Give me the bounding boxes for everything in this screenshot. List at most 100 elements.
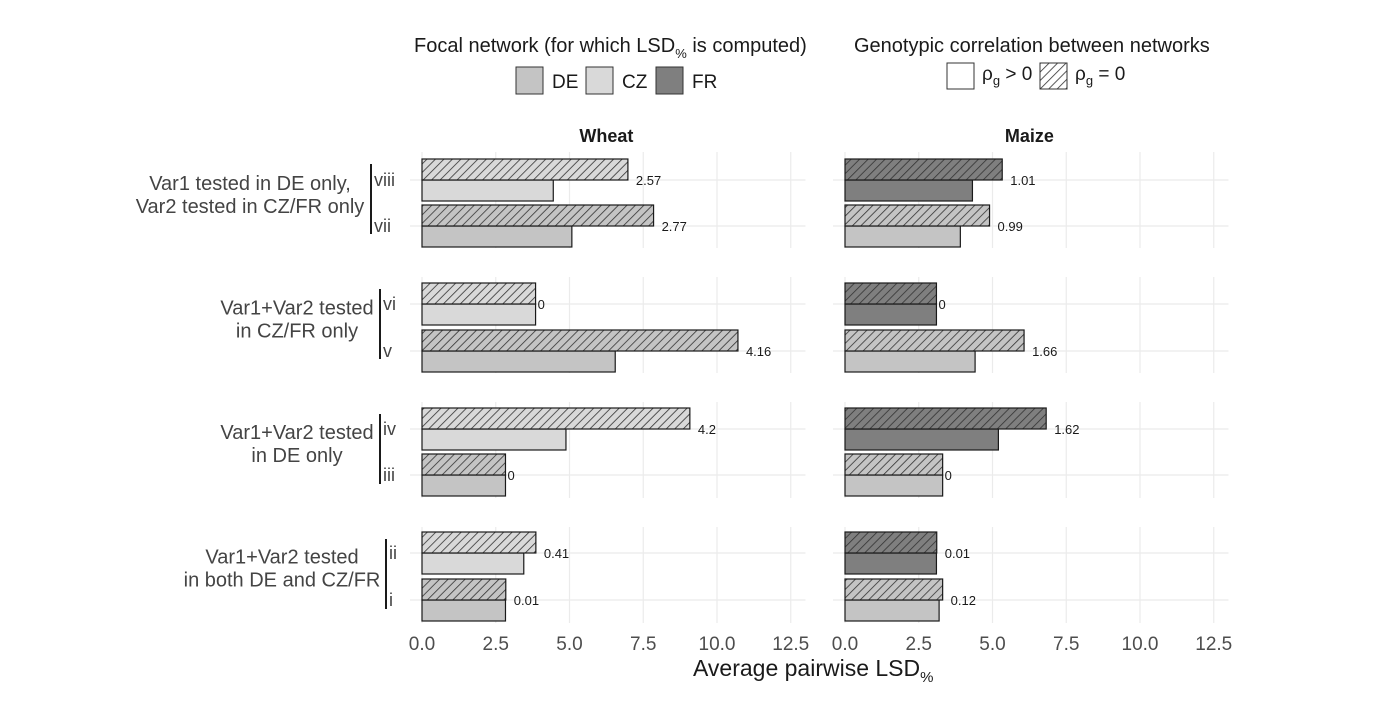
bar-rho-positive (844, 303, 938, 326)
value-label: 2.57 (636, 173, 661, 188)
legend-label-rho-positive: ρg > 0 (982, 64, 1032, 88)
correlation-legend: Genotypic correlation between networks ρ… (854, 35, 1210, 90)
value-label: 2.77 (662, 219, 687, 234)
bar-rho-positive (421, 552, 525, 575)
bar-rho-zero (421, 407, 691, 430)
bar-rho-zero (421, 329, 739, 352)
value-label: 1.62 (1054, 422, 1079, 437)
legend-label-de: DE (552, 72, 578, 93)
row-label-viii: viii (374, 170, 395, 190)
legend-label-fr: FR (692, 72, 717, 93)
bar-group-vi: 0 (421, 282, 545, 326)
bar-group-iii: 0 (844, 453, 952, 497)
row-label-ii: ii (389, 543, 397, 563)
value-label: 0 (945, 468, 952, 483)
bar-rho-zero (844, 453, 944, 476)
bar-rho-positive (844, 474, 944, 497)
bar-rho-positive (421, 303, 537, 326)
value-label: 0.41 (544, 546, 569, 561)
bar-rho-zero (844, 204, 991, 227)
legend-key-fr (655, 66, 684, 95)
bar-rho-positive (421, 225, 573, 248)
x-tick-label: 7.5 (1053, 634, 1079, 655)
bar-rho-zero (421, 578, 507, 601)
row-label-iii: iii (383, 465, 395, 485)
group-label-line: Var1+Var2 tested (220, 422, 373, 444)
bar-rho-zero (421, 158, 629, 181)
value-label: 1.66 (1032, 344, 1057, 359)
value-label: 0 (507, 468, 514, 483)
bar-rho-zero (844, 282, 938, 305)
group-label-line: Var1 tested in DE only, (149, 173, 351, 195)
bar-group-viii: 2.57 (421, 158, 661, 202)
bar-rho-zero (844, 329, 1025, 352)
x-tick-label: 10.0 (1122, 634, 1159, 655)
bar-group-vi: 0 (844, 282, 946, 326)
x-tick-label: 2.5 (906, 634, 932, 655)
bar-group-v: 1.66 (844, 329, 1057, 373)
x-tick-label: 12.5 (1195, 634, 1232, 655)
value-label: 0.01 (514, 593, 539, 608)
bar-rho-zero (844, 578, 944, 601)
legend-key-rho-positive (946, 62, 975, 90)
x-tick-label: 0.0 (832, 634, 858, 655)
bar-rho-positive (421, 599, 507, 622)
bar-group-v: 4.16 (421, 329, 771, 373)
facet-title: Wheat (579, 126, 633, 146)
row-label-vi: vi (383, 294, 396, 314)
bar-rho-positive (844, 225, 961, 248)
network-legend: Focal network (for which LSD% is compute… (414, 35, 807, 95)
bar-group-i: 0.12 (844, 578, 976, 622)
value-label: 0 (538, 297, 545, 312)
bar-group-iv: 4.2 (421, 407, 716, 451)
facet-maize: Maize 1.01 0.99 0 1.66 1.62 0 0.01 0.12 0.0 2.5 5.0… (832, 126, 1232, 655)
bar-group-viii: 1.01 (844, 158, 1036, 202)
x-tick-label: 2.5 (483, 634, 509, 655)
bar-rho-positive (421, 474, 507, 497)
bar-rho-zero (421, 204, 655, 227)
x-tick-label: 5.0 (979, 634, 1005, 655)
legend-key-de (515, 66, 544, 95)
group-label-line: in CZ/FR only (236, 321, 358, 343)
bar-rho-zero (844, 158, 1003, 181)
row-label-iv: iv (383, 419, 396, 439)
group-labels: Var1 tested in DE only,Var2 tested in CZ… (136, 164, 397, 610)
x-tick-label: 5.0 (556, 634, 582, 655)
row-label-i: i (389, 590, 393, 610)
group-label-line: Var1+Var2 tested (220, 298, 373, 320)
bar-group-ii: 0.41 (421, 531, 569, 575)
bar-rho-positive (421, 428, 567, 451)
x-tick-label: 0.0 (409, 634, 435, 655)
bar-group-ii: 0.01 (844, 531, 970, 575)
bar-group-iv: 1.62 (844, 407, 1080, 451)
x-axis-title: Average pairwise LSD% (693, 655, 933, 686)
legend-label-cz: CZ (622, 72, 648, 93)
bar-rho-positive (844, 599, 940, 622)
bar-rho-positive (421, 179, 554, 202)
value-label: 0.12 (951, 593, 976, 608)
value-label: 4.2 (698, 422, 716, 437)
group-label-line: in both DE and CZ/FR (184, 570, 381, 592)
legend-key-rho-zero (1039, 62, 1068, 90)
bar-rho-positive (844, 428, 999, 451)
bar-rho-positive (844, 350, 976, 373)
facet-title: Maize (1005, 126, 1054, 146)
group-label-line: Var2 tested in CZ/FR only (136, 196, 365, 218)
bar-rho-zero (421, 531, 537, 554)
bar-rho-zero (421, 453, 507, 476)
bar-group-vii: 0.99 (844, 204, 1023, 248)
bar-rho-zero (844, 407, 1047, 430)
group-label-1: Var1 tested in DE only,Var2 tested in CZ… (136, 164, 395, 236)
bar-group-vii: 2.77 (421, 204, 687, 248)
bar-rho-positive (844, 179, 974, 202)
group-label-line: Var1+Var2 tested (205, 547, 358, 569)
x-tick-label: 7.5 (630, 634, 656, 655)
legend-key-cz (585, 66, 614, 95)
row-label-vii: vii (374, 216, 391, 236)
bar-rho-positive (421, 350, 616, 373)
